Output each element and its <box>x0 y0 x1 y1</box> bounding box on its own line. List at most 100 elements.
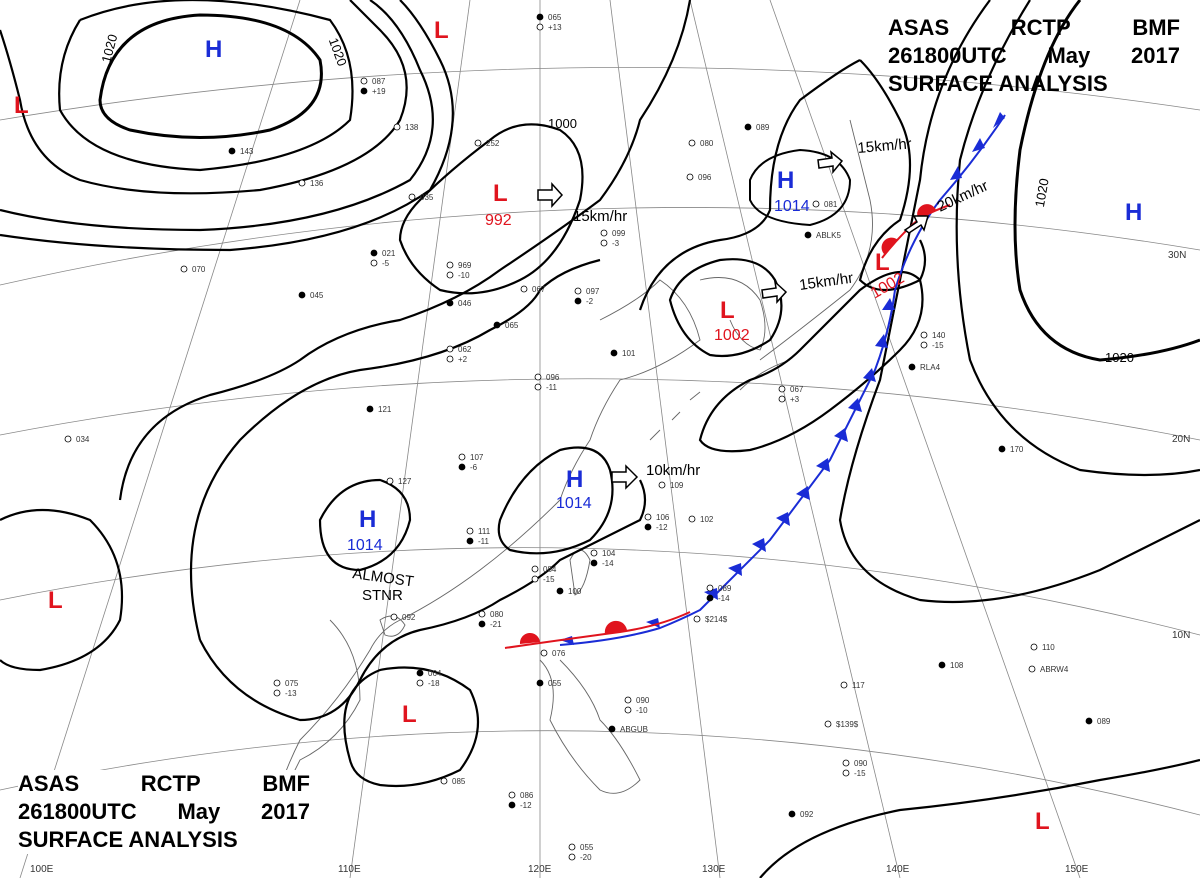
station-marker <box>568 843 576 851</box>
station-marker <box>556 587 564 595</box>
station-value: -10 <box>636 706 648 715</box>
title-time: 261800UTC <box>888 43 1007 68</box>
title-line-2: 261800UTC May 2017 <box>888 42 1180 70</box>
isobar-south-china-high <box>318 478 412 572</box>
isobar-mongolia-outer <box>58 0 354 172</box>
coastlines <box>259 119 873 841</box>
cold-front-pip <box>875 334 888 348</box>
title-year: 2017 <box>261 799 310 824</box>
station-value: 035 <box>420 193 434 202</box>
title-line-3: SURFACE ANALYSIS <box>888 71 1108 96</box>
station-value: 065 <box>505 321 519 330</box>
low-center-japan: L <box>875 249 890 276</box>
station-value: $139$ <box>836 720 859 729</box>
high-center-okhotsk: H <box>777 167 794 194</box>
station-marker <box>298 179 306 187</box>
station-marker <box>446 261 454 269</box>
station-value: -12 <box>520 801 532 810</box>
station-marker <box>574 287 582 295</box>
station-marker <box>440 777 448 785</box>
lat-label-10n: 10N <box>1172 630 1190 641</box>
station-marker <box>608 725 616 733</box>
lon-label-140e: 140E <box>886 864 910 875</box>
station-value: -18 <box>428 679 440 688</box>
station-marker <box>360 77 368 85</box>
station-value: 067 <box>532 285 546 294</box>
station-value: 084 <box>543 565 557 574</box>
title-code: BMF <box>1132 15 1180 40</box>
station-marker <box>446 271 454 279</box>
station-marker <box>446 299 454 307</box>
warm-front-bump <box>881 237 898 255</box>
station-value: 064 <box>428 669 442 678</box>
station-marker <box>366 405 374 413</box>
motion-arrow-manchuria <box>537 182 564 208</box>
title-line-2: 261800UTC May 2017 <box>18 798 310 826</box>
coast-korea <box>699 277 766 351</box>
station-value: 089 <box>756 123 770 132</box>
station-marker <box>520 285 528 293</box>
station-value: -13 <box>285 689 297 698</box>
station-value: $214$ <box>705 615 728 624</box>
station-marker <box>540 649 548 657</box>
station-value: 080 <box>490 610 504 619</box>
high-center-pacific: H <box>1125 199 1142 226</box>
station-marker <box>534 373 542 381</box>
station-marker <box>536 13 544 21</box>
station-value: +13 <box>548 23 562 32</box>
isobar-east-china-high <box>497 446 614 555</box>
station-marker <box>390 613 398 621</box>
station-marker <box>644 513 652 521</box>
cold-front-pip <box>816 458 830 472</box>
station-marker <box>416 669 424 677</box>
station-marker <box>658 481 666 489</box>
low-center-manchuria: L <box>493 180 508 207</box>
station-marker <box>624 706 632 714</box>
lon-label-100e: 100E <box>30 864 54 875</box>
isobar-japan-ring <box>698 270 924 453</box>
high-pressure-east-china: 1014 <box>556 495 592 512</box>
title-code: BMF <box>262 771 310 796</box>
station-marker <box>466 527 474 535</box>
station-marker <box>534 383 542 391</box>
isobar-mongolia-inner <box>98 13 323 139</box>
cold-front-pip <box>863 368 876 382</box>
station-marker <box>688 139 696 147</box>
cold-front-pip <box>752 538 766 552</box>
station-value: 055 <box>580 843 594 852</box>
station-marker <box>298 291 306 299</box>
station-value: 089 <box>1097 717 1111 726</box>
station-marker <box>1085 717 1093 725</box>
lon-line-150e <box>769 0 1081 878</box>
station-value: -15 <box>543 575 555 584</box>
title-month: May <box>1047 43 1091 68</box>
lat-label-30n: 30N <box>1168 250 1186 261</box>
station-marker <box>686 173 694 181</box>
motion-arrow-okhotsk <box>817 150 844 175</box>
station-value: ABLK5 <box>816 231 841 240</box>
cold-front-pip <box>646 618 660 628</box>
station-value: 101 <box>622 349 636 358</box>
high-center-east-china: H <box>566 466 583 493</box>
station-value: 100 <box>568 587 582 596</box>
isobar-label-1020-c: 1020 <box>1032 177 1052 208</box>
isobar-south-low <box>343 666 480 788</box>
cold-front-pip <box>834 428 848 442</box>
cold-front-pip <box>950 166 962 180</box>
station-marker <box>590 559 598 567</box>
motion-label-east-china: 10km/hr <box>646 462 700 479</box>
lon-line-130e <box>609 0 721 878</box>
lat-line-10n <box>0 547 1200 636</box>
title-agency: ASAS <box>888 15 950 40</box>
isobar-pacific-1020 <box>1013 0 1200 362</box>
station-marker <box>466 537 474 545</box>
station-value: 127 <box>398 477 412 486</box>
station-marker <box>688 515 696 523</box>
station-value: 062 <box>458 345 472 354</box>
station-marker <box>644 523 652 531</box>
isobar-north-3 <box>0 0 454 252</box>
station-value: 076 <box>552 649 566 658</box>
station-value: 107 <box>470 453 484 462</box>
title-station: RCTP <box>140 771 201 796</box>
station-marker <box>842 769 850 777</box>
